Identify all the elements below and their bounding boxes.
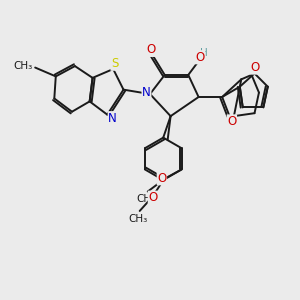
Text: CH₃: CH₃: [13, 61, 32, 71]
Text: N: N: [142, 86, 151, 99]
Text: O: O: [227, 115, 236, 128]
Text: N: N: [108, 112, 117, 125]
Text: O: O: [250, 61, 259, 74]
Text: O: O: [147, 44, 156, 56]
Text: CH₃: CH₃: [129, 214, 148, 224]
Text: O: O: [195, 51, 205, 64]
Text: S: S: [111, 57, 118, 70]
Text: H: H: [200, 48, 208, 58]
Text: O: O: [157, 172, 167, 185]
Text: CH₃: CH₃: [137, 194, 156, 205]
Text: O: O: [148, 191, 158, 204]
